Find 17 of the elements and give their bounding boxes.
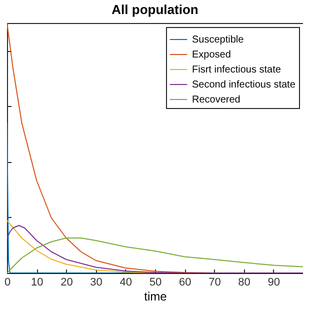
x-tick-label: 20: [60, 276, 73, 288]
x-tick-label: 70: [208, 276, 221, 288]
x-tick-label: 40: [120, 276, 132, 288]
legend-label: Fisrt infectious state: [192, 64, 282, 76]
x-axis-title: time: [144, 290, 168, 304]
x-tick-label: 80: [238, 276, 250, 288]
chart-title: All population: [112, 2, 198, 17]
legend-label: Recovered: [192, 94, 240, 106]
legend-label: Susceptible: [192, 34, 244, 46]
x-tick-label: 60: [178, 276, 192, 288]
x-tick-label: 10: [30, 276, 44, 288]
legend-label: Exposed: [192, 50, 231, 60]
x-tick-label: 0: [4, 276, 11, 288]
x-tick-label: 30: [90, 276, 102, 288]
legend-label: Second infectious state: [192, 80, 296, 90]
x-tick-label: 50: [149, 276, 162, 288]
x-tick-label: 90: [268, 276, 280, 288]
